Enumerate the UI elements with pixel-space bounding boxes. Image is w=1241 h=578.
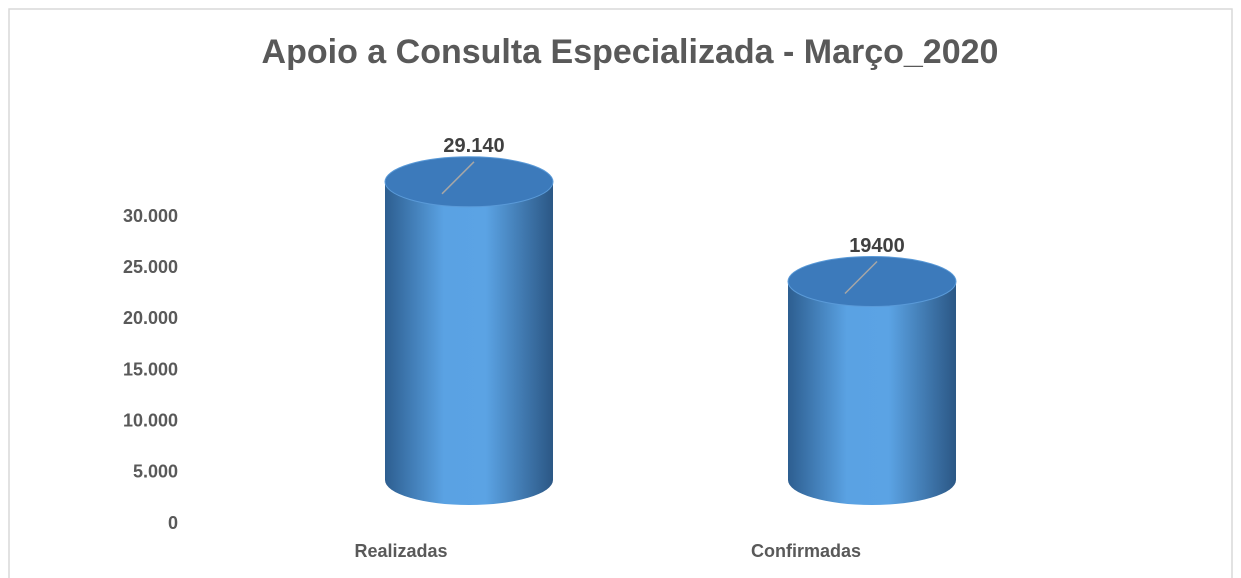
y-tick-label: 10.000 xyxy=(123,410,178,430)
y-tick-label: 15.000 xyxy=(123,359,178,379)
chart-title: Apoio a Consulta Especializada - Março_2… xyxy=(262,33,999,71)
x-tick-label: Realizadas xyxy=(354,541,447,561)
y-tick-label: 30.000 xyxy=(123,206,178,226)
y-tick-label: 0 xyxy=(168,513,178,533)
leader-line xyxy=(441,161,475,195)
cylinder-top xyxy=(787,255,957,307)
leader-line xyxy=(844,260,878,295)
data-label: 19400 xyxy=(849,235,905,257)
cylinder-body xyxy=(385,181,553,505)
data-label: 29.140 xyxy=(443,135,504,157)
y-tick-label: 20.000 xyxy=(123,308,178,328)
y-tick-label: 5.000 xyxy=(133,462,178,482)
chart-frame xyxy=(8,8,1233,578)
cylinder-top xyxy=(384,156,554,208)
x-tick-label: Confirmadas xyxy=(751,541,861,561)
cylinder-body xyxy=(788,281,956,505)
y-tick-label: 25.000 xyxy=(123,257,178,277)
